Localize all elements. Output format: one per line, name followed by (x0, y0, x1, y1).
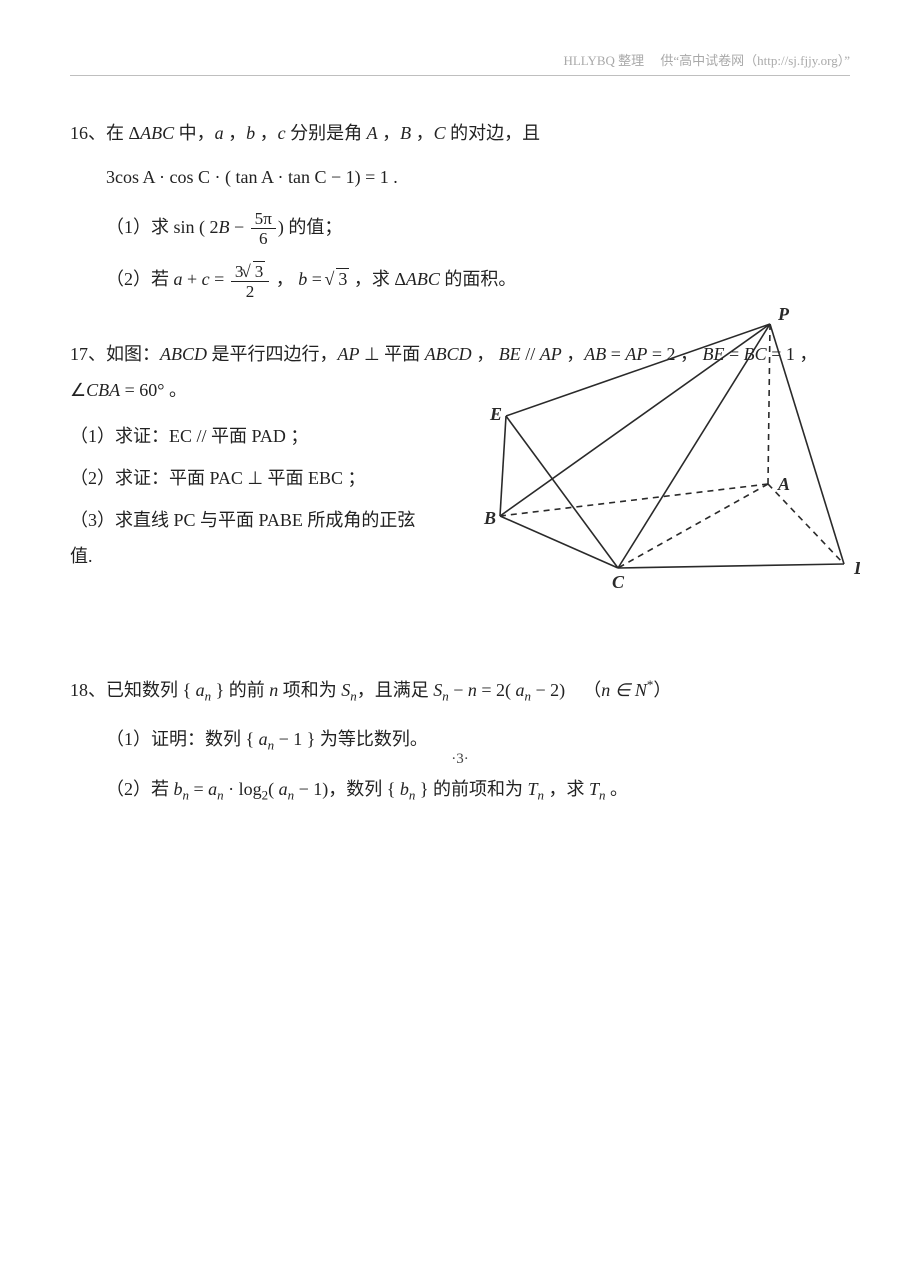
problem-18-q2: （2）若 bn = an · log2( an − 1)，数列 { bn } 的… (106, 771, 850, 809)
problem-17: 17、如图：ABCD 是平行四边行，AP ⊥ 平面 ABCD ， BE // A… (70, 336, 850, 636)
svg-text:P: P (777, 306, 790, 324)
svg-text:D: D (853, 558, 860, 578)
fraction: 332 (231, 263, 269, 300)
problem-16: 16、在 ΔABC 中，a ，b ，c 分别是角 A ，B ，C 的对边，且 3… (70, 115, 850, 300)
problem-16-q1: （1）求 sin ( 2B − 5π6) 的值； (106, 209, 850, 247)
page-number: ·3· (451, 751, 469, 767)
problem-16-equation: 3cos A · cos C · ( tan A · tan C − 1) = … (106, 159, 850, 195)
problem-18-stem: 18、已知数列 { an } 的前 n 项和为 Sn，且满足 Sn − n = … (70, 672, 850, 710)
svg-text:A: A (777, 474, 790, 494)
header-url: http://sj.fjjy.org (757, 53, 838, 68)
problem-18: 18、已知数列 { an } 的前 n 项和为 Sn，且满足 Sn − n = … (70, 672, 850, 809)
svg-text:E: E (489, 404, 502, 424)
page-footer: ·3· (0, 751, 920, 768)
svg-text:B: B (483, 508, 496, 528)
page-header: HLLYBQ 整理 供“高中试卷网（http://sj.fjjy.org）” (70, 50, 850, 76)
problem-16-q2: （2）若 a + c = 332 ， b = 3 ，求 ΔABC 的面积。 (106, 261, 850, 299)
geometry-figure: P E A B D C (450, 306, 860, 596)
svg-text:C: C (612, 572, 625, 592)
header-credit: HLLYBQ 整理 (563, 53, 644, 68)
content-area: 16、在 ΔABC 中，a ，b ，c 分别是角 A ，B ，C 的对边，且 3… (70, 115, 850, 808)
problem-16-stem: 16、在 ΔABC 中，a ，b ，c 分别是角 A ，B ，C 的对边，且 (70, 115, 850, 151)
problem-number: 18、 (70, 680, 106, 700)
page-root: HLLYBQ 整理 供“高中试卷网（http://sj.fjjy.org）” 1… (0, 0, 920, 808)
header-source-suffix: ）” (838, 53, 850, 68)
fraction: 5π6 (251, 210, 276, 247)
header-source-prefix: 供“高中试卷网（ (660, 53, 757, 68)
problem-number: 17、 (70, 344, 106, 364)
problem-number: 16、 (70, 123, 106, 143)
